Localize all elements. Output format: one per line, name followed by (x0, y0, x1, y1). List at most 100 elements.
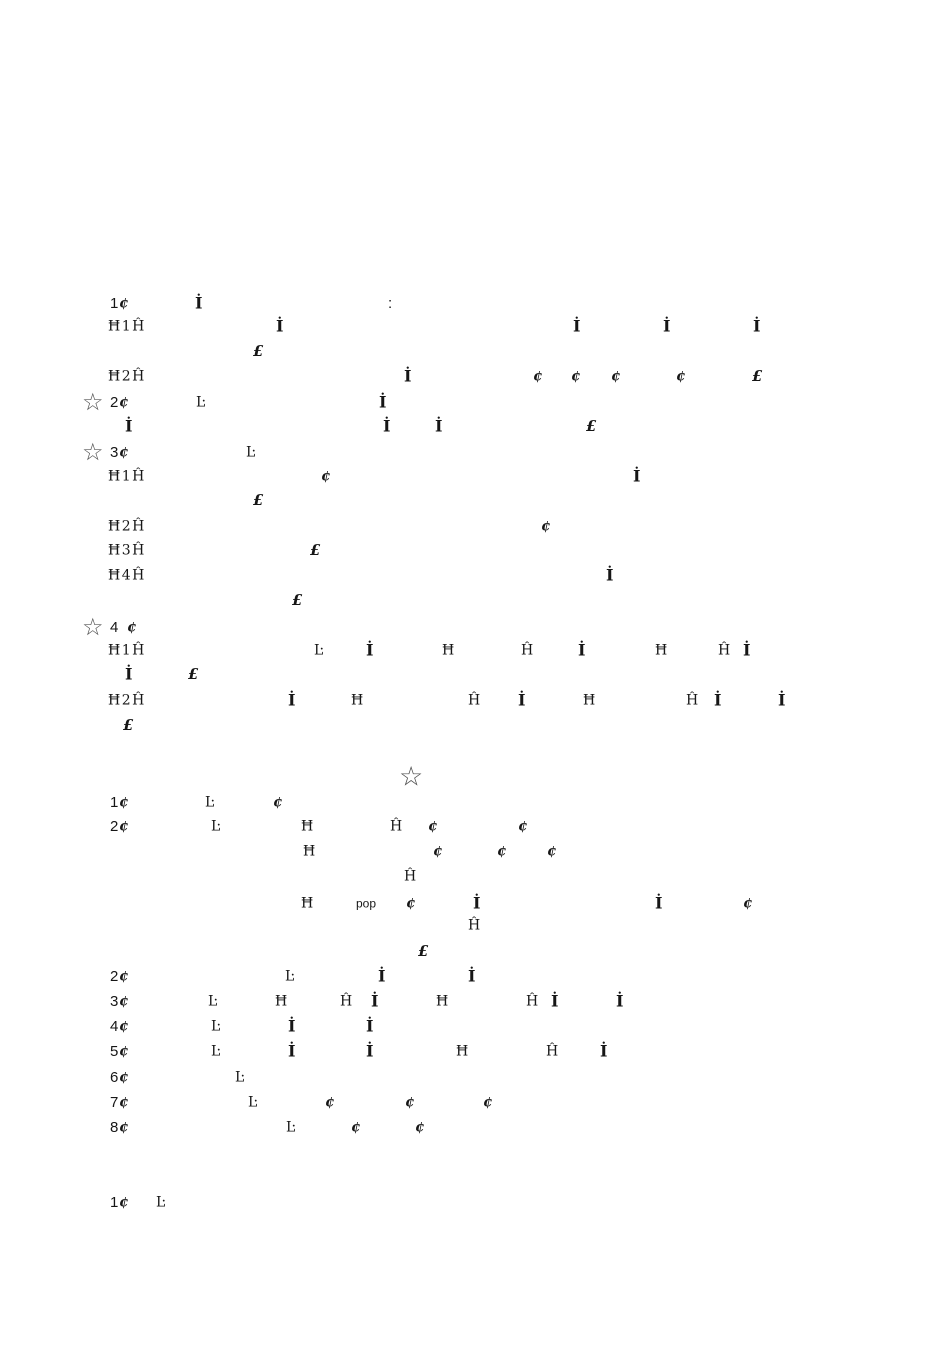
text-glyph: Ħ (301, 818, 315, 835)
text-glyph: İ (655, 893, 663, 913)
text-glyph: ¢ (433, 843, 443, 860)
text-glyph: Ŀ (246, 444, 256, 461)
text-glyph: Ŀ (248, 1094, 258, 1111)
text-glyph: İ (366, 640, 374, 660)
text-glyph: İ (379, 392, 387, 412)
text-glyph: İ (288, 1016, 296, 1036)
text-glyph: 1 (110, 294, 119, 312)
text-glyph: Ħ4Ĥ (108, 567, 146, 584)
text-glyph: : (388, 294, 393, 312)
text-glyph: İ (753, 316, 761, 336)
text-glyph: İ (743, 640, 751, 660)
text-glyph: Ĥ (468, 917, 482, 934)
text-glyph: ¢ (119, 295, 129, 312)
text-glyph: ¢ (483, 1094, 493, 1111)
text-glyph: ¢ (119, 794, 129, 811)
text-glyph: ¢ (119, 1018, 129, 1035)
text-glyph: ¢ (571, 368, 581, 385)
text-glyph: Ħ1Ĥ (108, 468, 146, 485)
text-glyph: ¢ (351, 1119, 361, 1136)
text-glyph: ¢ (119, 1194, 129, 1211)
text-glyph: İ (378, 966, 386, 986)
text-glyph: ¢ (518, 818, 528, 835)
text-glyph: ¢ (611, 368, 621, 385)
text-glyph: İ (366, 1041, 374, 1061)
text-glyph: Ĥ (390, 818, 404, 835)
text-glyph: 7 (110, 1093, 119, 1111)
text-glyph: Ĥ (546, 1043, 560, 1060)
text-glyph: 3 (110, 992, 119, 1010)
text-glyph: 5 (110, 1042, 119, 1060)
text-glyph: İ (276, 316, 284, 336)
text-glyph: Ħ (275, 993, 289, 1010)
text-glyph: Ŀ (285, 968, 295, 985)
text-glyph: £ (253, 341, 264, 360)
text-glyph: İ (195, 293, 203, 313)
text-glyph: Ŀ (211, 1043, 221, 1060)
text-glyph: ¢ (533, 368, 543, 385)
text-glyph: İ (551, 991, 559, 1011)
text-glyph: ¢ (119, 1094, 129, 1111)
text-glyph: 1 (110, 1193, 119, 1211)
text-glyph: İ (578, 640, 586, 660)
text-glyph: Ĥ (404, 868, 418, 885)
text-glyph: Ħ (436, 993, 450, 1010)
text-glyph: ¢ (119, 818, 129, 835)
text-glyph: Ŀ (235, 1069, 245, 1086)
text-glyph: ¢ (119, 993, 129, 1010)
text-glyph: 1 (110, 793, 119, 811)
text-glyph: Ħ2Ĥ (108, 368, 146, 385)
text-glyph: Ĥ (340, 993, 354, 1010)
text-glyph: Ħ2Ĥ (108, 692, 146, 709)
text-glyph: Ħ (301, 895, 315, 912)
text-glyph: 2 (110, 967, 119, 985)
text-glyph: ¢ (273, 794, 283, 811)
text-glyph: Ĥ (718, 642, 732, 659)
text-glyph: İ (371, 991, 379, 1011)
text-glyph: Ĥ (468, 692, 482, 709)
text-glyph: Ŀ (156, 1194, 166, 1211)
text-glyph: Ŀ (286, 1119, 296, 1136)
text-glyph: İ (404, 366, 412, 386)
text-glyph: £ (752, 366, 763, 385)
text-glyph: 4 (110, 1017, 119, 1035)
text-glyph: ¢ (547, 843, 557, 860)
text-glyph: Ĥ (521, 642, 535, 659)
text-glyph: Ħ (351, 692, 365, 709)
text-glyph: £ (586, 416, 597, 435)
text-glyph: İ (473, 893, 481, 913)
text-glyph: ¢ (406, 895, 416, 912)
text-glyph: 2 (110, 817, 119, 835)
text-glyph: Ħ (655, 642, 669, 659)
text-glyph: İ (573, 316, 581, 336)
text-glyph: Ŀ (205, 794, 215, 811)
text-glyph: £ (188, 664, 199, 683)
text-glyph: Ŀ (208, 993, 218, 1010)
text-glyph: Ħ2Ĥ (108, 518, 146, 535)
text-glyph: ¢ (325, 1094, 335, 1111)
text-glyph: £ (418, 941, 429, 960)
text-glyph: Ĥ (526, 993, 540, 1010)
text-glyph: £ (292, 590, 303, 609)
text-glyph: £ (123, 715, 134, 734)
text-glyph: İ (518, 690, 526, 710)
text-glyph: Ĥ (686, 692, 700, 709)
text-glyph: İ (468, 966, 476, 986)
star-icon: ☆ (82, 388, 104, 417)
text-glyph: Ħ1Ĥ (108, 318, 146, 335)
star-icon: ☆ (82, 438, 104, 467)
text-glyph: İ (288, 690, 296, 710)
text-glyph: Ħ (303, 843, 317, 860)
text-glyph: ¢ (541, 518, 551, 535)
text-glyph: Ħ (442, 642, 456, 659)
star-icon: ☆ (399, 761, 424, 793)
text-glyph: İ (606, 565, 614, 585)
text-glyph: İ (714, 690, 722, 710)
text-glyph: İ (633, 466, 641, 486)
text-glyph: İ (435, 416, 443, 436)
text-glyph: ¢ (497, 843, 507, 860)
text-glyph: İ (663, 316, 671, 336)
text-glyph: İ (125, 664, 133, 684)
text-glyph: 3 (110, 443, 119, 461)
